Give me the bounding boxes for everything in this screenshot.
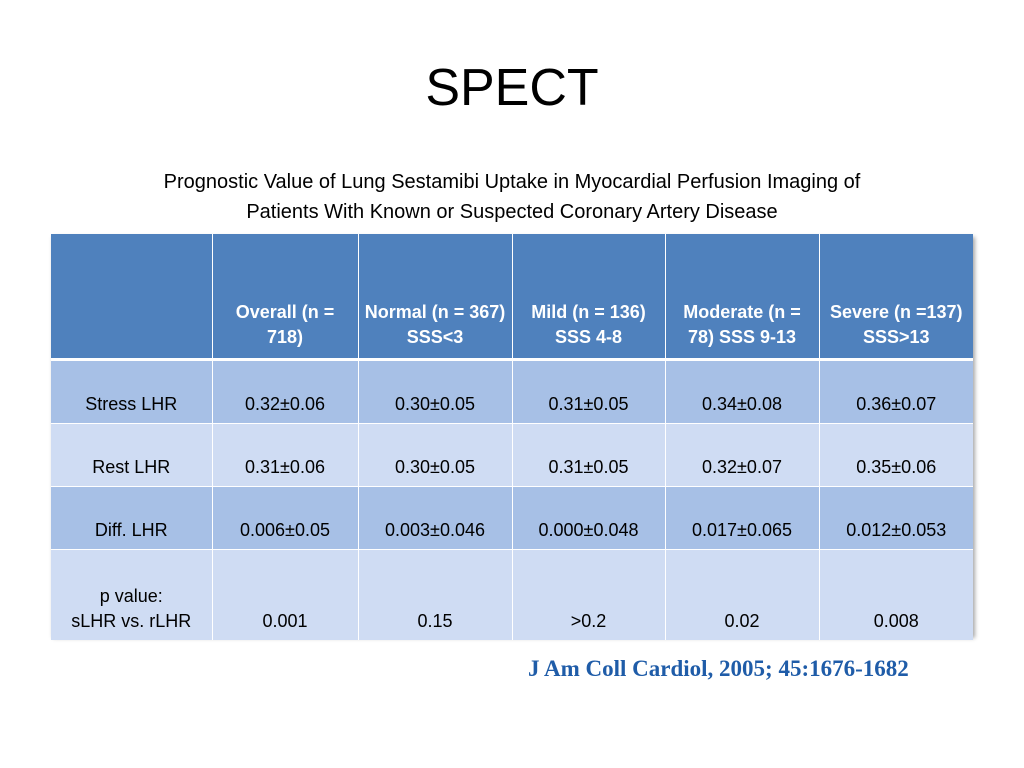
citation: J Am Coll Cardiol, 2005; 45:1676-1682 [528, 656, 909, 681]
table-cell: 0.32±0.06 [212, 359, 359, 424]
header-normal: Normal (n = 367) SSS<3 [358, 234, 513, 361]
table-row-diff-lhr: Diff. LHR 0.006±0.05 0.003±0.046 0.000±0… [51, 486, 973, 550]
table-cell: 0.001 [212, 549, 359, 640]
header-empty-cell [51, 234, 213, 361]
table-cell: >0.2 [512, 549, 666, 640]
table-cell: 0.36±0.07 [819, 359, 973, 424]
table-cell: 0.32±0.07 [665, 423, 820, 487]
row-label: p value: sLHR vs. rLHR [51, 549, 213, 640]
header-overall: Overall (n = 718) [212, 234, 359, 361]
table-cell: 0.02 [665, 549, 820, 640]
table-cell: 0.15 [358, 549, 513, 640]
table-cell: 0.31±0.05 [512, 359, 666, 424]
caption-line-2: Patients With Known or Suspected Coronar… [246, 201, 778, 223]
header-mild: Mild (n = 136) SSS 4-8 [512, 234, 666, 361]
row-label-line-1: p value: [99, 586, 163, 606]
row-label-line: Diff. LHR [94, 520, 168, 540]
header-severe: Severe (n =137) SSS>13 [819, 234, 973, 361]
table-row-p-value: p value: sLHR vs. rLHR 0.001 0.15 >0.2 0… [51, 549, 973, 640]
table-cell: 0.30±0.05 [358, 359, 513, 424]
row-label-line: Rest LHR [92, 457, 171, 477]
table-row-stress-lhr: Stress LHR 0.32±0.06 0.30±0.05 0.31±0.05… [51, 359, 973, 424]
caption-line-1: Prognostic Value of Lung Sestamibi Uptak… [163, 171, 861, 193]
results-table-container: Overall (n = 718) Normal (n = 367) SSS<3… [51, 234, 973, 640]
table-row-rest-lhr: Rest LHR 0.31±0.06 0.30±0.05 0.31±0.05 0… [51, 423, 973, 487]
table-caption: Prognostic Value of Lung Sestamibi Uptak… [60, 167, 964, 227]
row-label: Rest LHR [51, 423, 213, 487]
table-cell: 0.006±0.05 [212, 486, 359, 550]
header-moderate: Moderate (n = 78) SSS 9-13 [665, 234, 820, 361]
row-label: Diff. LHR [51, 486, 213, 550]
table-cell: 0.003±0.046 [358, 486, 513, 550]
table-cell: 0.31±0.06 [212, 423, 359, 487]
table-cell: 0.017±0.065 [665, 486, 820, 550]
table-cell: 0.008 [819, 549, 973, 640]
table-cell: 0.35±0.06 [819, 423, 973, 487]
slide-title: SPECT [425, 59, 599, 117]
table-cell: 0.34±0.08 [665, 359, 820, 424]
table-cell: 0.012±0.053 [819, 486, 973, 550]
table-cell: 0.31±0.05 [512, 423, 666, 487]
table-cell: 0.000±0.048 [512, 486, 666, 550]
row-label: Stress LHR [51, 359, 213, 424]
results-table: Overall (n = 718) Normal (n = 367) SSS<3… [51, 234, 973, 640]
row-label-line: Stress LHR [85, 394, 178, 414]
table-cell: 0.30±0.05 [358, 423, 513, 487]
table-header-row: Overall (n = 718) Normal (n = 367) SSS<3… [51, 234, 973, 361]
row-label-line-2: sLHR vs. rLHR [71, 611, 192, 631]
